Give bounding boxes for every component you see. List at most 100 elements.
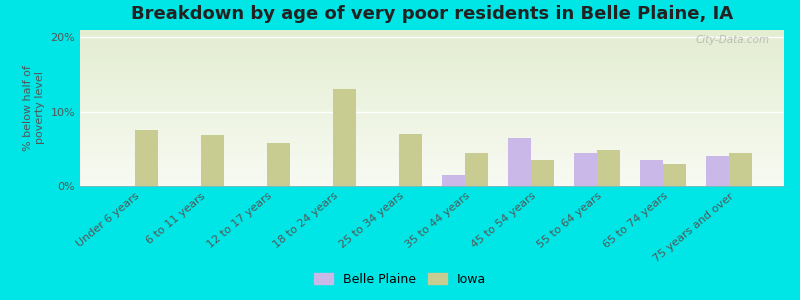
Bar	[80, 125, 784, 127]
Bar	[80, 164, 784, 166]
Bar	[80, 134, 784, 136]
Bar	[80, 158, 784, 160]
Bar	[80, 155, 784, 156]
Bar	[80, 60, 784, 61]
Bar	[80, 169, 784, 170]
Bar	[80, 178, 784, 180]
Bar	[80, 166, 784, 167]
Bar	[508, 138, 531, 186]
Bar	[80, 103, 784, 105]
Bar	[80, 163, 784, 164]
Bar	[80, 105, 784, 106]
Bar	[80, 85, 784, 86]
Bar	[80, 33, 784, 35]
Bar	[80, 184, 784, 186]
Bar	[80, 94, 784, 95]
Bar	[80, 30, 784, 31]
Bar	[80, 95, 784, 97]
Bar	[80, 58, 784, 60]
Bar	[80, 92, 784, 94]
Bar	[201, 136, 224, 186]
Bar	[640, 160, 663, 186]
Bar	[663, 164, 686, 186]
Bar	[80, 97, 784, 99]
Bar	[80, 150, 784, 152]
Bar	[80, 136, 784, 138]
Bar	[574, 153, 597, 186]
Bar	[80, 49, 784, 50]
Bar	[80, 70, 784, 72]
Bar	[80, 144, 784, 146]
Bar	[80, 36, 784, 38]
Bar	[80, 44, 784, 46]
Title: Breakdown by age of very poor residents in Belle Plaine, IA: Breakdown by age of very poor residents …	[131, 5, 733, 23]
Bar	[80, 116, 784, 117]
Bar	[80, 80, 784, 82]
Bar	[135, 130, 158, 186]
Bar	[80, 131, 784, 133]
Bar	[80, 68, 784, 69]
Bar	[80, 161, 784, 163]
Bar	[80, 156, 784, 158]
Bar	[80, 52, 784, 53]
Bar	[80, 122, 784, 124]
Bar	[80, 39, 784, 41]
Bar	[80, 160, 784, 161]
Bar	[80, 47, 784, 49]
Bar	[80, 50, 784, 52]
Bar	[80, 117, 784, 119]
Bar	[442, 175, 465, 186]
Bar	[80, 146, 784, 147]
Bar	[80, 133, 784, 134]
Bar	[80, 61, 784, 63]
Bar	[80, 177, 784, 178]
Bar	[80, 111, 784, 113]
Bar	[80, 110, 784, 111]
Bar	[80, 114, 784, 116]
Bar	[80, 83, 784, 85]
Bar	[80, 64, 784, 66]
Bar	[333, 89, 356, 186]
Bar	[267, 143, 290, 186]
Bar	[80, 148, 784, 150]
Bar	[80, 119, 784, 121]
Bar	[80, 130, 784, 131]
Bar	[399, 134, 422, 186]
Bar	[80, 38, 784, 39]
Bar	[80, 75, 784, 77]
Bar	[80, 102, 784, 103]
Bar	[80, 43, 784, 44]
Bar	[80, 175, 784, 177]
Bar	[80, 46, 784, 47]
Bar	[80, 172, 784, 173]
Bar	[80, 124, 784, 125]
Bar	[80, 53, 784, 55]
Bar	[80, 32, 784, 33]
Bar	[80, 56, 784, 58]
Bar	[80, 170, 784, 172]
Text: City-Data.com: City-Data.com	[696, 35, 770, 45]
Bar	[80, 77, 784, 78]
Bar	[80, 180, 784, 181]
Bar	[597, 150, 620, 186]
Bar	[80, 138, 784, 139]
Bar	[80, 147, 784, 148]
Bar	[80, 141, 784, 142]
Bar	[80, 91, 784, 92]
Bar	[80, 142, 784, 144]
Bar	[80, 74, 784, 75]
Legend: Belle Plaine, Iowa: Belle Plaine, Iowa	[309, 268, 491, 291]
Bar	[80, 66, 784, 68]
Bar	[80, 69, 784, 70]
Bar	[465, 153, 488, 186]
Bar	[80, 121, 784, 122]
Bar	[80, 127, 784, 128]
Bar	[80, 108, 784, 110]
Bar	[80, 89, 784, 91]
Bar	[706, 156, 729, 186]
Bar	[80, 63, 784, 64]
Bar	[80, 55, 784, 56]
Bar	[80, 72, 784, 74]
Bar	[729, 153, 752, 186]
Bar	[80, 88, 784, 89]
